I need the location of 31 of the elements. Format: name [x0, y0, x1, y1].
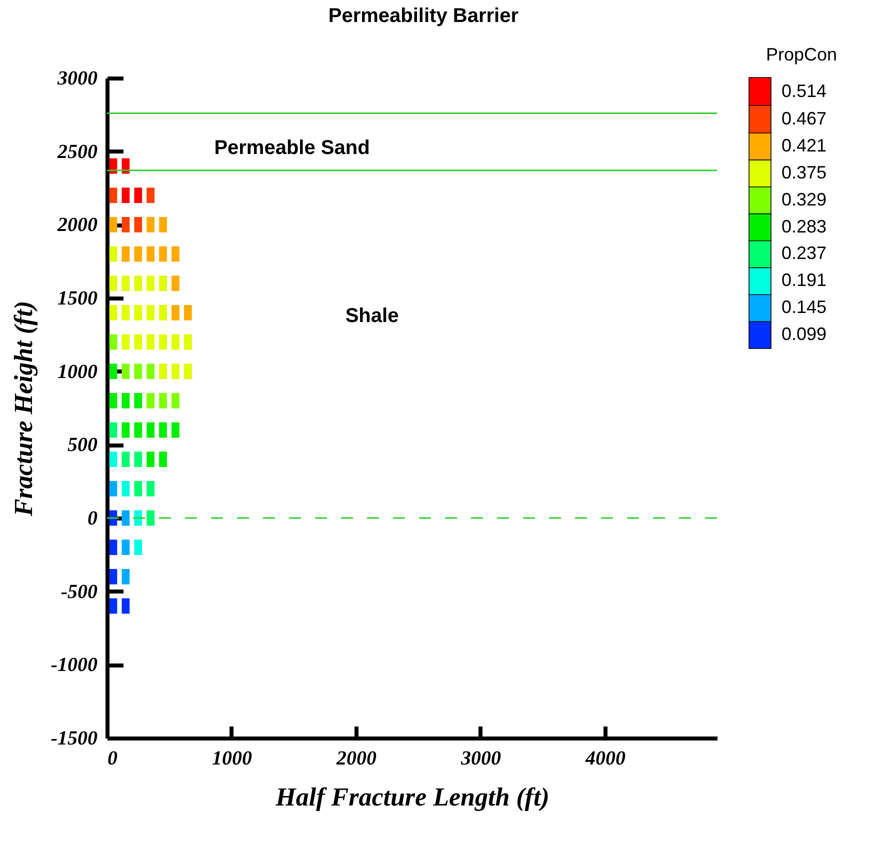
color-bar-label: 0.283: [782, 216, 827, 236]
color-bar-label: 0.237: [782, 243, 827, 264]
y-tick-label: 1500: [58, 288, 98, 310]
y-tick-label: 2000: [56, 214, 98, 236]
x-axis-title: Half Fracture Length (ft): [274, 782, 550, 812]
y-tick-label: -500: [60, 580, 98, 603]
color-bar-title: PropCon: [766, 44, 838, 64]
color-bar-label: 0.467: [782, 108, 827, 128]
color-bar-label: 0.375: [782, 162, 827, 182]
x-tick-label: 4000: [584, 748, 626, 770]
y-tick-label: 0: [88, 508, 98, 530]
color-bar-label: 0.191: [782, 270, 827, 290]
color-bar-label: 0.421: [782, 135, 827, 156]
y-tick-label: 2500: [56, 140, 98, 163]
color-bar-label: 0.329: [782, 189, 827, 210]
x-tick-label: 3000: [460, 748, 501, 770]
y-tick-label: -1000: [50, 654, 98, 676]
y-tick-label: 1000: [58, 360, 98, 383]
annotation: Permeable Sand: [214, 137, 370, 159]
x-tick-label: 1000: [212, 748, 252, 770]
y-tick-label: 500: [68, 434, 98, 456]
annotation: Shale: [345, 305, 399, 327]
color-bar-label: 0.514: [782, 80, 827, 101]
chart-title: Permeability Barrier: [328, 5, 519, 27]
x-tick-label: 2000: [335, 748, 376, 770]
color-bar-label: 0.099: [782, 324, 827, 344]
y-tick-label: -1500: [50, 728, 98, 750]
x-tick-label: 0: [108, 748, 118, 770]
color-bar-label: 0.145: [782, 297, 827, 318]
y-tick-label: 3000: [56, 68, 98, 90]
y-axis-title: Fracture Height (ft): [8, 300, 38, 518]
